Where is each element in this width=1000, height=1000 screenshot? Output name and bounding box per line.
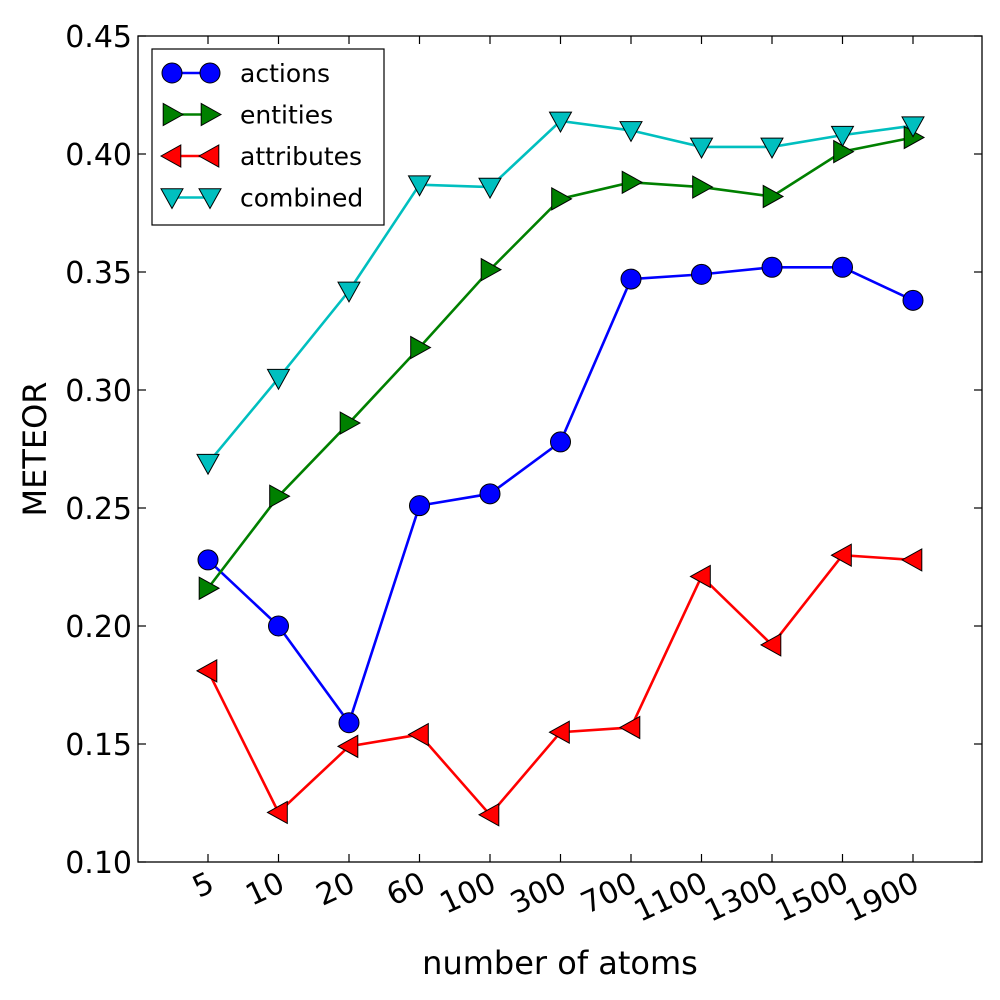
data-point-actions <box>479 483 501 505</box>
y-tick-label: 0.25 <box>65 492 132 527</box>
y-tick-label: 0.35 <box>65 256 132 291</box>
data-point-attributes <box>407 722 429 747</box>
legend-marker <box>162 102 185 127</box>
data-point-entities <box>621 170 644 195</box>
legend-marker <box>161 62 183 84</box>
data-point-actions <box>338 712 360 734</box>
series-line-attributes <box>206 553 914 817</box>
y-axis-title: METEOR <box>16 381 54 516</box>
data-point-entities <box>410 335 432 360</box>
data-point-combined <box>548 111 573 133</box>
legend-marker <box>200 102 223 127</box>
data-point-combined <box>196 453 220 476</box>
data-point-attributes <box>195 658 218 683</box>
x-tick-label: 100 <box>435 866 502 922</box>
data-point-actions <box>832 256 853 278</box>
data-point-attributes <box>266 800 288 825</box>
data-point-actions <box>268 615 289 637</box>
legend-label: entities <box>240 101 333 130</box>
legend-marker <box>159 144 182 168</box>
data-point-entities <box>692 175 714 199</box>
data-point-attributes <box>618 715 641 740</box>
data-point-attributes <box>900 548 923 572</box>
legend-item-entities: entities <box>162 101 333 130</box>
data-point-actions <box>620 268 642 290</box>
data-point-actions <box>550 431 571 453</box>
data-point-combined <box>901 116 925 138</box>
x-tick-label: 700 <box>576 866 643 922</box>
y-tick-label: 0.45 <box>65 20 132 55</box>
data-point-entities <box>762 184 785 209</box>
data-point-entities <box>198 576 221 601</box>
legend-marker <box>160 188 184 210</box>
legend-marker <box>199 62 221 84</box>
y-tick-label: 0.40 <box>65 138 132 173</box>
data-point-combined <box>478 177 502 200</box>
legend-marker <box>197 144 220 168</box>
data-point-attributes <box>830 543 852 568</box>
data-point-combined <box>266 368 291 391</box>
series-points-attributes <box>195 543 923 827</box>
x-tick-label: 10 <box>240 866 289 914</box>
legend-item-combined: combined <box>160 184 363 213</box>
data-point-actions <box>902 289 924 311</box>
x-tick-label: 300 <box>505 866 572 922</box>
legend-label: actions <box>240 59 330 88</box>
legend-item-attributes: attributes <box>159 142 362 171</box>
y-axis-ticks: 0.10 0.15 0.20 0.25 0.30 0.35 0.40 0.45 <box>65 20 982 881</box>
data-point-attributes <box>477 802 500 827</box>
data-point-actions <box>691 263 712 285</box>
data-point-entities <box>833 139 855 164</box>
x-tick-label: 1900 <box>840 866 924 930</box>
y-tick-label: 0.10 <box>65 846 132 881</box>
series-points-combined <box>196 111 925 476</box>
y-tick-label: 0.30 <box>65 374 132 409</box>
series-points-entities <box>198 125 926 601</box>
data-point-combined <box>337 281 361 303</box>
series-markers <box>195 111 926 827</box>
y-tick-label: 0.20 <box>65 610 132 645</box>
x-axis-title: number of atoms <box>422 944 698 982</box>
x-tick-label: 20 <box>311 866 360 914</box>
data-point-attributes <box>689 564 711 589</box>
legend-label: attributes <box>240 142 362 171</box>
data-point-combined <box>760 137 784 159</box>
data-point-combined <box>619 121 643 143</box>
x-tick-label: 60 <box>381 866 430 914</box>
data-point-actions <box>197 549 219 571</box>
data-point-attributes <box>548 720 570 745</box>
data-point-combined <box>830 125 855 148</box>
legend-marker <box>198 188 222 210</box>
data-point-entities <box>551 186 573 211</box>
legend: actions entities attributes combined <box>151 48 385 226</box>
data-point-combined <box>689 137 714 159</box>
data-point-actions <box>409 495 430 517</box>
legend-item-actions: actions <box>161 59 330 88</box>
legend-label: combined <box>240 184 363 213</box>
x-tick-label: 5 <box>187 866 219 906</box>
data-point-attributes <box>336 734 359 759</box>
data-point-entities <box>480 257 503 282</box>
data-point-entities <box>339 411 362 435</box>
y-tick-label: 0.15 <box>65 728 132 763</box>
data-point-actions <box>761 256 783 278</box>
series-points-actions <box>197 256 924 734</box>
data-point-entities <box>269 484 291 509</box>
data-point-attributes <box>759 633 782 657</box>
data-point-combined <box>407 175 432 197</box>
legend-box <box>151 48 385 226</box>
